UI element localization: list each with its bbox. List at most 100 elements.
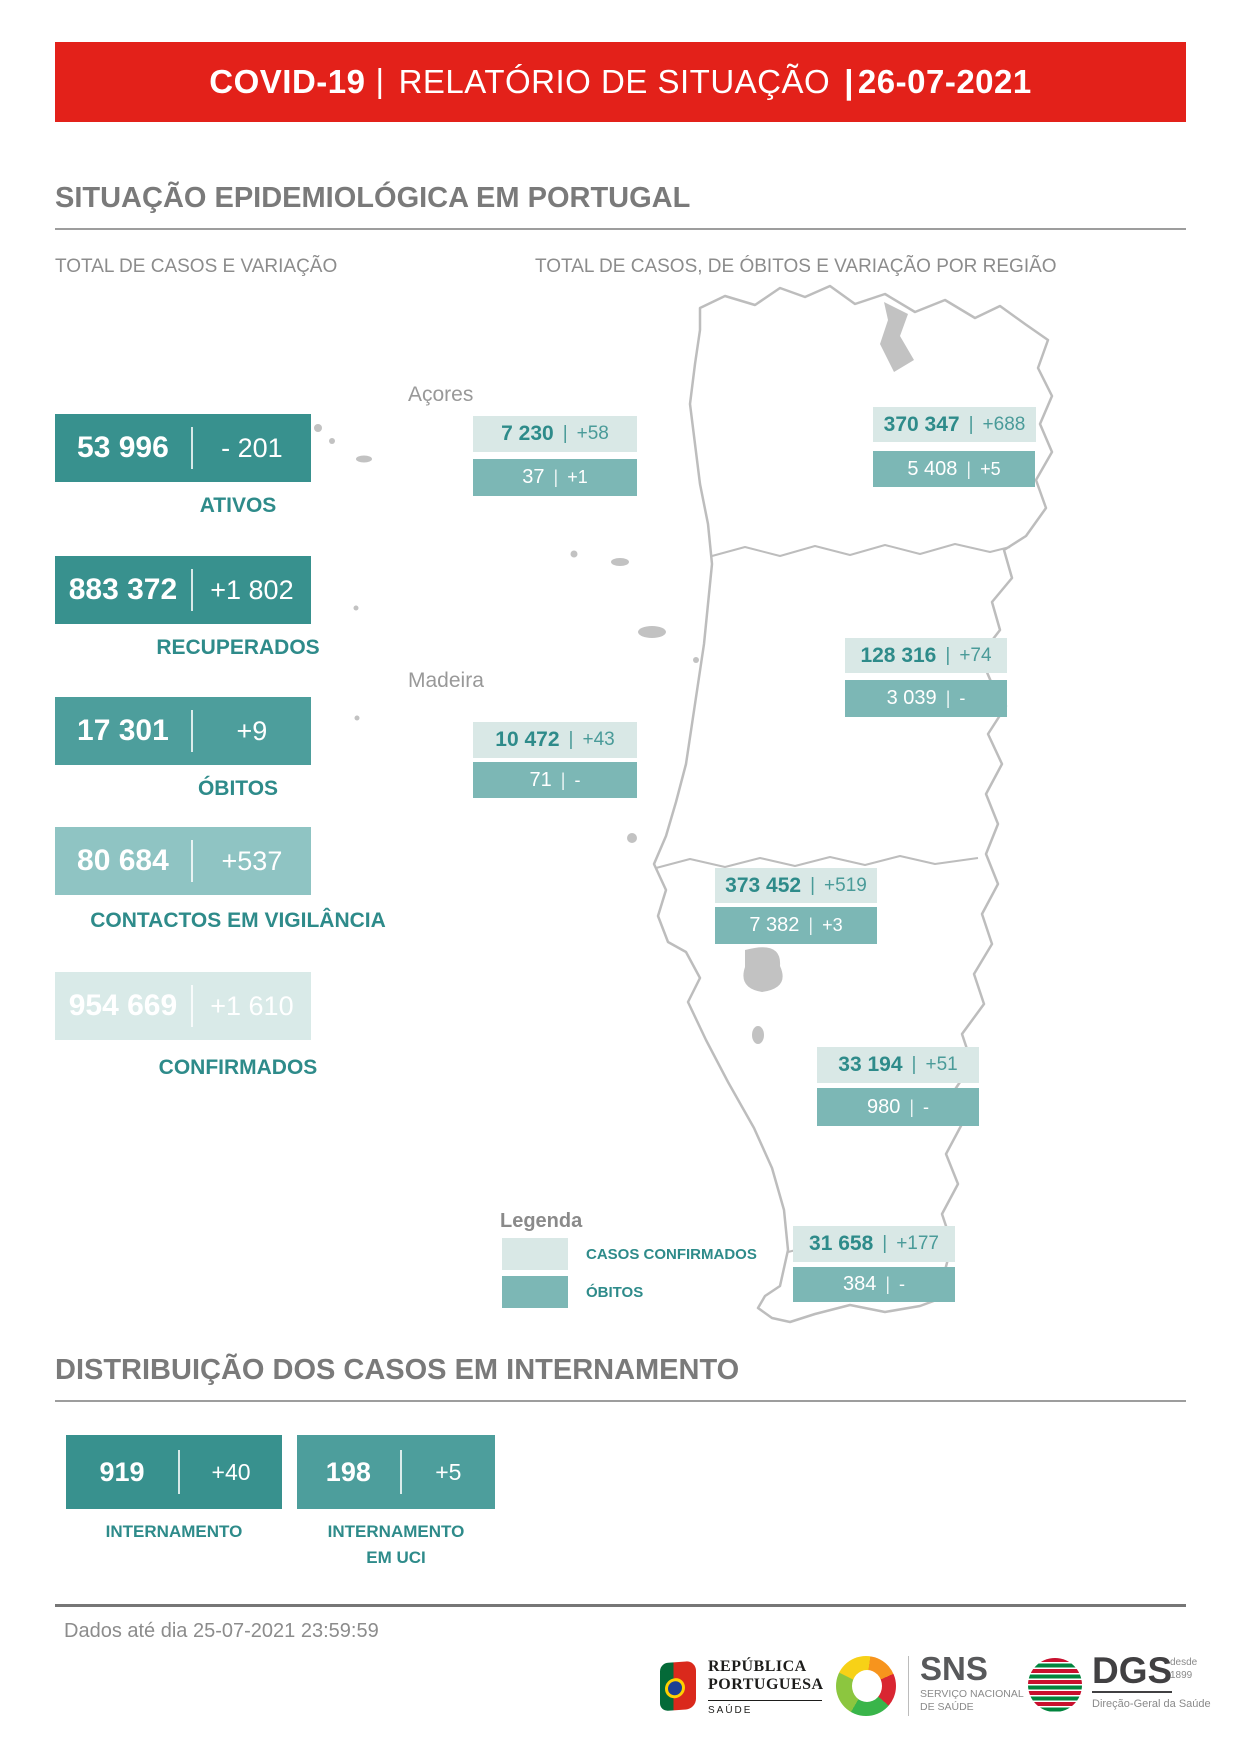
separator: |	[909, 1096, 915, 1117]
centro-confirmed-variation: +74	[959, 644, 992, 666]
alentejo-deaths: 980	[866, 1095, 901, 1118]
internment-box: 919 +40	[66, 1435, 282, 1509]
portugal-flag-icon	[660, 1660, 696, 1712]
azores-island	[329, 438, 335, 444]
recuperados-value: 883 372	[68, 573, 178, 606]
dgs-logo-text: DGS	[1092, 1650, 1173, 1693]
value-separator	[190, 985, 193, 1027]
azores-confirmed: 7 230	[501, 422, 554, 445]
banner-date: 26-07-2021	[857, 63, 1032, 100]
north-terrain-patch	[880, 302, 914, 372]
obitos-variation: +9	[236, 715, 268, 746]
norte-confirmed-variation: +688	[982, 413, 1026, 435]
value-separator	[190, 427, 193, 469]
ativos-variation: - 201	[221, 432, 283, 463]
azores-label: Açores	[408, 383, 474, 406]
norte-deaths: 5 408	[907, 457, 958, 480]
contactos-label: CONTACTOS EM VIGILÂNCIA	[90, 909, 386, 932]
madeira-confirmed: 10 472	[495, 728, 560, 751]
lisboa-deaths-box: 7 382 | +3	[715, 907, 877, 944]
separator: |	[568, 729, 574, 750]
alentejo-deaths-variation: -	[923, 1096, 930, 1117]
confirmados-value: 954 669	[68, 989, 178, 1022]
centro-lvt-border	[655, 855, 979, 869]
algarve-deaths-box: 384 | -	[793, 1267, 955, 1302]
algarve-confirmed: 31 658	[809, 1232, 874, 1255]
separator: |	[810, 874, 816, 896]
madeira-deaths-box: 71 | -	[473, 762, 637, 798]
separator: |	[966, 458, 972, 479]
centro-confirmed-box: 128 316 | +74	[845, 638, 1007, 673]
tagus-estuary	[743, 947, 783, 992]
lisboa-deaths: 7 382	[749, 914, 800, 936]
banner-separator-2: |	[844, 63, 854, 100]
lisboa-confirmed-box: 373 452 | +519	[715, 868, 877, 903]
coast-islet	[627, 833, 637, 843]
recuperados-label: RECUPERADOS	[156, 636, 320, 659]
algarve-deaths: 384	[842, 1273, 877, 1295]
stat-box-confirmados: 954 669 +1 610 CONFIRMADOS	[55, 972, 317, 1079]
dgs-title: DGS	[1092, 1650, 1173, 1693]
republica-line1: REPÚBLICA	[708, 1658, 807, 1675]
icu-label: INTERNAMENTO EM UCI	[327, 1522, 465, 1568]
norte-confirmed-box: 370 347 | +688	[873, 407, 1036, 442]
alentejo-confirmed: 33 194	[838, 1053, 903, 1076]
madeira-island	[638, 626, 666, 638]
sns-logo-text: SNS SERVIÇO NACIONAL DE SAÚDE	[920, 1652, 1024, 1714]
separator: |	[911, 1054, 917, 1075]
centro-deaths: 3 039	[886, 687, 937, 709]
footer-logos: REPÚBLICA PORTUGUESA SAÚDE SNS SERVIÇO N…	[0, 1650, 1241, 1730]
value-separator	[399, 1450, 402, 1494]
banner-title: RELATÓRIO DE SITUAÇÃO	[398, 63, 831, 100]
confirmados-variation: +1 610	[210, 990, 294, 1021]
contactos-value: 80 684	[77, 844, 169, 877]
footer-divider	[55, 1604, 1186, 1607]
internment-value: 919	[99, 1456, 145, 1487]
lisboa-confirmed-variation: +519	[824, 874, 867, 896]
sns-sub1: SERVIÇO NACIONAL	[920, 1688, 1024, 1700]
sns-divider	[908, 1656, 909, 1716]
sns-title: SNS	[920, 1650, 988, 1687]
azores-island	[314, 424, 322, 432]
stat-box-ativos: 53 996 - 201 ATIVOS	[55, 414, 311, 517]
republica-rule	[708, 1699, 822, 1701]
separator: |	[882, 1233, 888, 1254]
separator: |	[562, 423, 568, 444]
icu-box: 198 +5	[297, 1435, 495, 1509]
stat-box-obitos: 17 301 +9 ÓBITOS	[55, 697, 311, 800]
republica-sub: SAÚDE	[708, 1704, 753, 1716]
azores-island	[354, 715, 360, 721]
separator: |	[945, 644, 951, 666]
recuperados-variation: +1 802	[210, 574, 294, 605]
azores-island	[356, 455, 372, 463]
right-column-header: TOTAL DE CASOS, DE ÓBITOS E VARIAÇÃO POR…	[535, 256, 1057, 277]
value-separator	[178, 1450, 181, 1494]
mainland-outline	[652, 284, 1054, 1324]
legend-confirmed-swatch	[502, 1238, 568, 1270]
azores-island	[570, 550, 578, 558]
portugal-map	[314, 284, 1054, 1324]
algarve-deaths-variation: -	[899, 1274, 906, 1294]
azores-deaths: 37	[522, 466, 545, 488]
value-separator	[190, 569, 193, 611]
dgs-since: desde 1899	[1170, 1656, 1197, 1682]
value-separator	[190, 840, 193, 882]
centro-deaths-box: 3 039 | -	[845, 680, 1007, 717]
separator: |	[968, 413, 974, 435]
banner-product: COVID-19	[209, 63, 366, 100]
madeira-confirmed-box: 10 472 | +43	[473, 722, 637, 758]
left-column-header: TOTAL DE CASOS E VARIAÇÃO	[55, 256, 338, 277]
centro-deaths-variation: -	[959, 688, 966, 708]
contactos-variation: +537	[221, 845, 283, 876]
alentejo-confirmed-box: 33 194 | +51	[817, 1047, 979, 1083]
data-cutoff-note: Dados até dia 25-07-2021 23:59:59	[64, 1620, 379, 1642]
confirmados-label: CONFIRMADOS	[158, 1056, 318, 1079]
icu-value: 198	[325, 1456, 371, 1487]
dgs-subtitle: Direção-Geral da Saúde	[1092, 1698, 1211, 1710]
norte-centro-border	[711, 543, 1011, 557]
legend-deaths-swatch	[502, 1276, 568, 1308]
obitos-value: 17 301	[77, 714, 169, 747]
sns-ring-icon	[836, 1656, 896, 1716]
separator: |	[885, 1274, 891, 1294]
